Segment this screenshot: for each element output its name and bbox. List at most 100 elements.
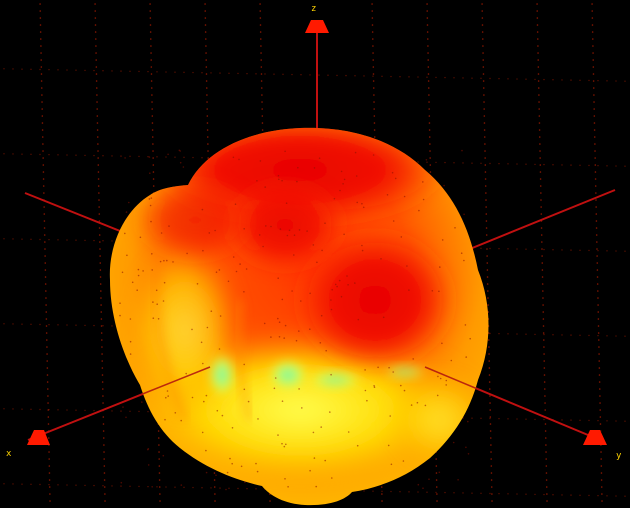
speckle-dot — [338, 279, 341, 282]
grid-dot — [174, 486, 176, 488]
speckle-dot — [313, 167, 316, 169]
grid-dot — [539, 164, 542, 166]
grid-dot — [543, 388, 546, 390]
grid-dot — [525, 333, 527, 335]
grid-dot — [544, 395, 546, 397]
grid-dot — [606, 420, 608, 422]
grid-dot — [498, 332, 500, 335]
speckle-dot — [297, 166, 299, 169]
grid-dot — [102, 423, 105, 425]
speckle-dot — [445, 379, 448, 382]
grid-dot — [21, 153, 23, 155]
grid-dot — [488, 346, 490, 348]
speckle-dot — [273, 387, 276, 390]
grid-dot — [516, 163, 518, 165]
grid-dot — [624, 80, 626, 82]
grid-dot — [213, 479, 216, 481]
grid-dot — [435, 491, 437, 494]
grid-dot — [103, 472, 106, 474]
speckle-dot — [392, 220, 395, 222]
speckle-dot — [382, 316, 385, 319]
grid-dot — [103, 465, 106, 467]
speckle-dot — [316, 261, 318, 264]
grid-dot — [129, 485, 131, 487]
radiation-pattern-surface[interactable] — [109, 115, 490, 506]
grid-dot — [129, 410, 131, 412]
speckle-dot — [180, 484, 183, 486]
grid-dot — [120, 410, 122, 412]
grid-dot — [41, 136, 44, 138]
speckle-dot — [238, 158, 240, 161]
speckle-dot — [225, 488, 227, 491]
grid-dot — [486, 262, 489, 264]
grid-dot — [372, 490, 374, 492]
grid-dot — [98, 192, 100, 194]
speckle-dot — [366, 399, 368, 402]
grid-dot — [42, 150, 44, 152]
speckle-dot — [284, 150, 286, 153]
grid-dot — [417, 161, 419, 163]
y-axis-label: y — [616, 451, 622, 461]
speckle-dot — [461, 149, 463, 152]
grid-dot — [591, 10, 594, 12]
grid-dot — [593, 129, 596, 131]
speckle-dot — [120, 481, 123, 484]
grid-dot — [39, 408, 41, 411]
grid-dot — [599, 402, 601, 404]
grid-dot — [45, 318, 48, 320]
grid-dot — [543, 418, 545, 421]
grid-dot — [42, 185, 45, 187]
speckle-dot — [342, 183, 344, 185]
grid-dot — [534, 493, 536, 496]
speckle-dot — [361, 249, 364, 252]
speckle-dot — [283, 337, 286, 339]
grid-dot — [101, 388, 104, 390]
grid-dot — [93, 324, 95, 327]
grid-dot — [100, 304, 102, 306]
speckle-dot — [243, 291, 245, 293]
grid-dot — [498, 162, 500, 165]
grid-dot — [99, 276, 102, 278]
grid-dot — [273, 73, 275, 75]
grid-dot — [205, 52, 207, 54]
grid-dot — [596, 276, 599, 278]
grid-dot — [435, 472, 438, 474]
speckle-dot — [243, 363, 245, 366]
grid-dot — [151, 129, 154, 131]
grid-dot — [489, 395, 491, 397]
grid-dot — [489, 162, 491, 165]
speckle-dot — [400, 236, 403, 238]
grid-dot — [489, 437, 492, 439]
speckle-dot — [437, 375, 439, 378]
grid-dot — [591, 17, 594, 19]
grid-dot — [489, 417, 491, 420]
grid-dot — [46, 346, 48, 348]
y-axis-arrow[interactable]: y — [583, 430, 622, 461]
grid-dot — [149, 3, 151, 5]
speckle-dot — [136, 289, 138, 292]
grid-dot — [544, 409, 546, 411]
grid-dot — [624, 495, 626, 497]
grid-dot — [541, 241, 543, 243]
grid-dot — [545, 451, 547, 453]
grid-dot — [207, 150, 209, 152]
grid-dot — [606, 495, 608, 497]
grid-dot — [21, 238, 23, 240]
grid-dot — [259, 24, 262, 26]
grid-dot — [260, 73, 263, 75]
grid-dot — [489, 247, 491, 250]
grid-dot — [399, 491, 401, 493]
grid-dot — [207, 143, 209, 145]
grid-dot — [543, 163, 545, 166]
grid-dot — [426, 24, 429, 26]
speckle-dot — [309, 328, 311, 331]
speckle-dot — [218, 269, 221, 271]
speckle-dot — [467, 453, 470, 455]
grid-dot — [538, 108, 540, 110]
grid-dot — [21, 408, 23, 410]
x-axis-arrow[interactable]: x — [6, 430, 50, 459]
grid-dot — [12, 68, 14, 70]
grid-dot — [484, 164, 487, 166]
z-axis-arrow[interactable]: z — [305, 4, 329, 33]
